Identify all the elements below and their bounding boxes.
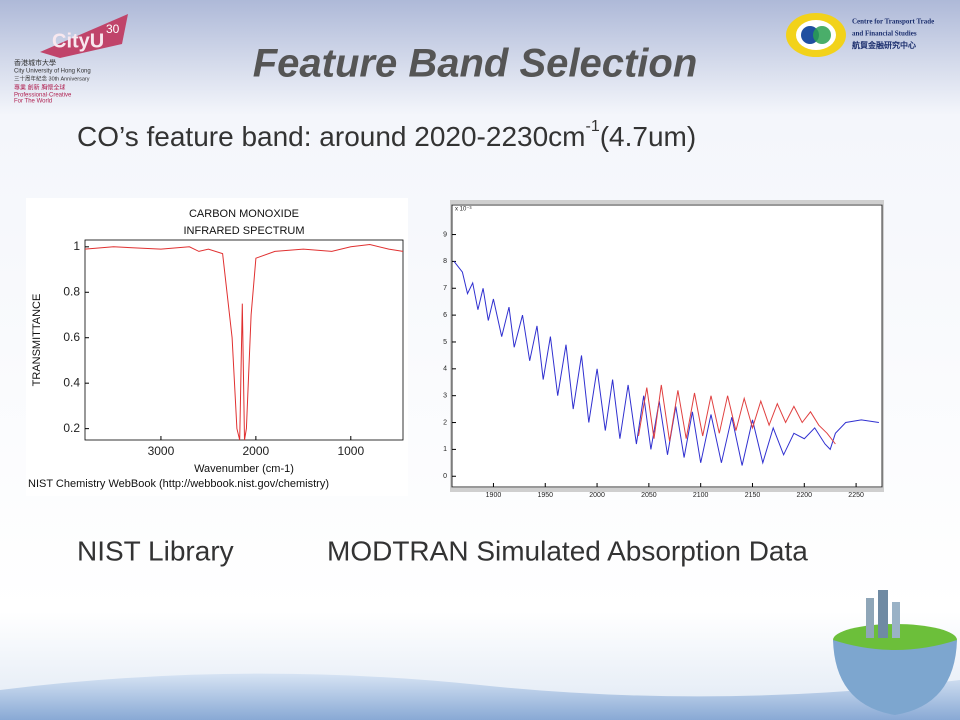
subtitle-sup: -1 <box>585 118 599 135</box>
y-tick-label: 8 <box>443 258 447 265</box>
y-tick-label: 0.4 <box>63 375 80 389</box>
logo-dot <box>813 26 831 44</box>
caption: MODTRAN Simulated Absorption Data <box>327 535 808 566</box>
y-tick-label: 6 <box>443 312 447 319</box>
chart-2-bg <box>452 204 882 488</box>
y-tick-label: 4 <box>443 366 447 373</box>
subtitle: CO’s feature band: around 2020-2230cm-1(… <box>77 118 696 152</box>
centre-logo: Centre for Transport Trade and Financial… <box>786 13 934 57</box>
y-tick-label: 9 <box>443 231 447 238</box>
x-tick-label: 1950 <box>537 492 553 499</box>
building <box>866 598 874 638</box>
chart-1-bg <box>26 198 408 496</box>
chart-source: NIST Chemistry WebBook (http://webbook.n… <box>28 478 329 490</box>
x-tick-label: 2000 <box>243 444 270 458</box>
logo-swoosh <box>40 14 128 58</box>
x-tick-label: 2200 <box>797 492 813 499</box>
spectrum-line <box>84 243 404 441</box>
spectrum-line <box>453 261 879 466</box>
y-tick-label: 2 <box>443 419 447 426</box>
y-tick-label: 0.8 <box>63 284 80 298</box>
x-axis-label: Wavenumber (cm-1) <box>194 463 294 475</box>
subtitle-tail: (4.7um) <box>600 121 696 152</box>
logo-anniversary: 30 <box>106 22 120 36</box>
x-tick-label: 2000 <box>589 492 605 499</box>
y-axis-label: TRANSMITTANCE <box>31 294 43 387</box>
building <box>878 590 888 638</box>
y-tick-label: 1 <box>73 239 80 253</box>
y-tick-label: 0.6 <box>63 330 80 344</box>
bottom-wave <box>0 673 960 720</box>
logo-line: and Financial Studies <box>852 30 917 38</box>
logo-line: 專業 創新 胸懷全球 <box>14 84 65 92</box>
logo-line: Professional·Creative <box>14 93 72 99</box>
x-tick-label: 3000 <box>148 444 175 458</box>
caption: NIST Library <box>77 535 234 566</box>
x-tick-label: 2050 <box>641 492 657 499</box>
plot-frame <box>451 204 883 488</box>
y-offset-label: x 10⁻³ <box>455 207 472 213</box>
logo-line: 航貿金融研究中心 <box>852 40 916 50</box>
y-tick-label: 7 <box>443 285 447 292</box>
chart-title: INFRARED SPECTRUM <box>183 225 304 237</box>
globe-icon <box>833 590 957 715</box>
logo-line: For The World <box>14 99 52 105</box>
x-tick-label: 2100 <box>693 492 709 499</box>
x-tick-label: 2150 <box>745 492 761 499</box>
building <box>892 602 900 638</box>
logo-name: CityU <box>52 30 104 52</box>
y-tick-label: 5 <box>443 339 447 346</box>
cityu-logo: CityU 30 香港城市大學 City University of Hong … <box>14 14 128 105</box>
x-tick-label: 1000 <box>337 444 364 458</box>
x-tick-label: 1900 <box>486 492 502 499</box>
logo-line: Centre for Transport Trade <box>852 18 934 26</box>
logo-line: 香港城市大學 <box>14 58 56 67</box>
y-tick-label: 0 <box>443 473 447 480</box>
spectrum-line <box>638 384 836 445</box>
logo-line: City University of Hong Kong <box>14 69 91 75</box>
subtitle-text: CO’s feature band: around 2020-2230cm <box>77 121 585 152</box>
logo-line: 三十周年紀念 30th Anniversary <box>14 74 90 82</box>
y-tick-label: 0.2 <box>63 421 80 435</box>
y-tick-label: 1 <box>443 446 447 453</box>
chart-title: CARBON MONOXIDE <box>189 208 299 220</box>
slide-title: Feature Band Selection <box>253 42 698 86</box>
x-tick-label: 2250 <box>848 492 864 499</box>
y-tick-label: 3 <box>443 393 447 400</box>
globe-body <box>833 640 957 715</box>
